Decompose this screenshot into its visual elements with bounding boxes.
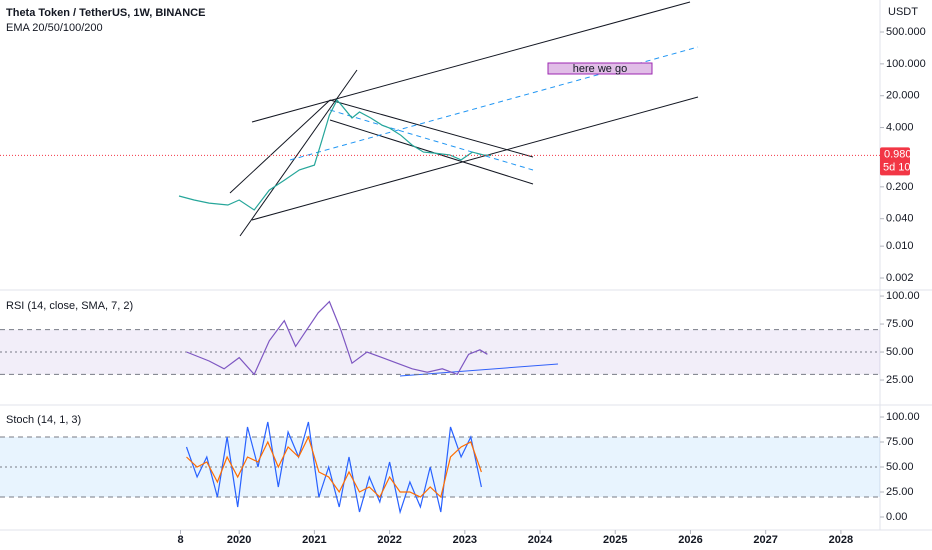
trend-line [239,69,358,237]
x-tick-label: 2025 [603,534,627,546]
x-tick-label: 2020 [227,534,251,546]
trend-line [329,119,534,185]
y-tick-label: 100.00 [886,411,920,423]
pane-title: RSI (14, close, SMA, 7, 2) [6,300,133,312]
y-tick-label: 100.00 [886,290,920,302]
countdown-label: 5d 10h [883,161,917,173]
x-tick-label: 2028 [829,534,853,546]
y-tick-label: 0.010 [886,240,914,252]
y-tick-label: 0.200 [886,181,914,193]
y-tick-label: 75.00 [886,318,914,330]
x-tick-label: 2026 [678,534,702,546]
trend-line [251,1,691,123]
x-tick-label: 8 [177,534,183,546]
y-tick-label: 25.00 [886,486,914,498]
x-tick-label: 2022 [377,534,401,546]
y-tick-label: 50.00 [886,461,914,473]
series-line [186,435,482,499]
y-tick-label: 0.00 [886,511,907,523]
y-tick-label: 25.00 [886,374,914,386]
trend-line [251,96,699,221]
y-tick-label: 75.00 [886,436,914,448]
x-tick-label: 2024 [528,534,553,546]
y-tick-label: 0.040 [886,213,914,225]
y-tick-label: 500.000 [886,26,926,38]
annotation-box [547,62,653,75]
y-tick-label: 100.000 [886,58,926,70]
y-tick-label: 20.000 [886,90,920,102]
y-tick-label: 50.00 [886,346,914,358]
x-tick-label: 2021 [302,534,326,546]
y-tick-label: 4.000 [886,121,914,133]
trend-line [329,99,534,158]
price-tag [880,147,910,176]
price-tag-label: 0.980 [884,148,912,160]
y-tick-label: 0.002 [886,272,914,284]
indicator-label: EMA 20/50/100/200 [6,22,103,34]
axis-label: USDT [888,6,918,18]
drawings [229,1,699,377]
chart-title: Theta Token / TetherUS, 1W, BINANCE [6,7,205,19]
series-line [185,421,482,515]
x-tick-label: 2027 [753,534,777,546]
trend-line [229,99,331,194]
x-tick-label: 2023 [453,534,477,546]
series-line [186,300,488,376]
annotation: here we go [573,63,627,75]
series-line [178,99,492,211]
pane-title: Stoch (14, 1, 3) [6,414,81,426]
